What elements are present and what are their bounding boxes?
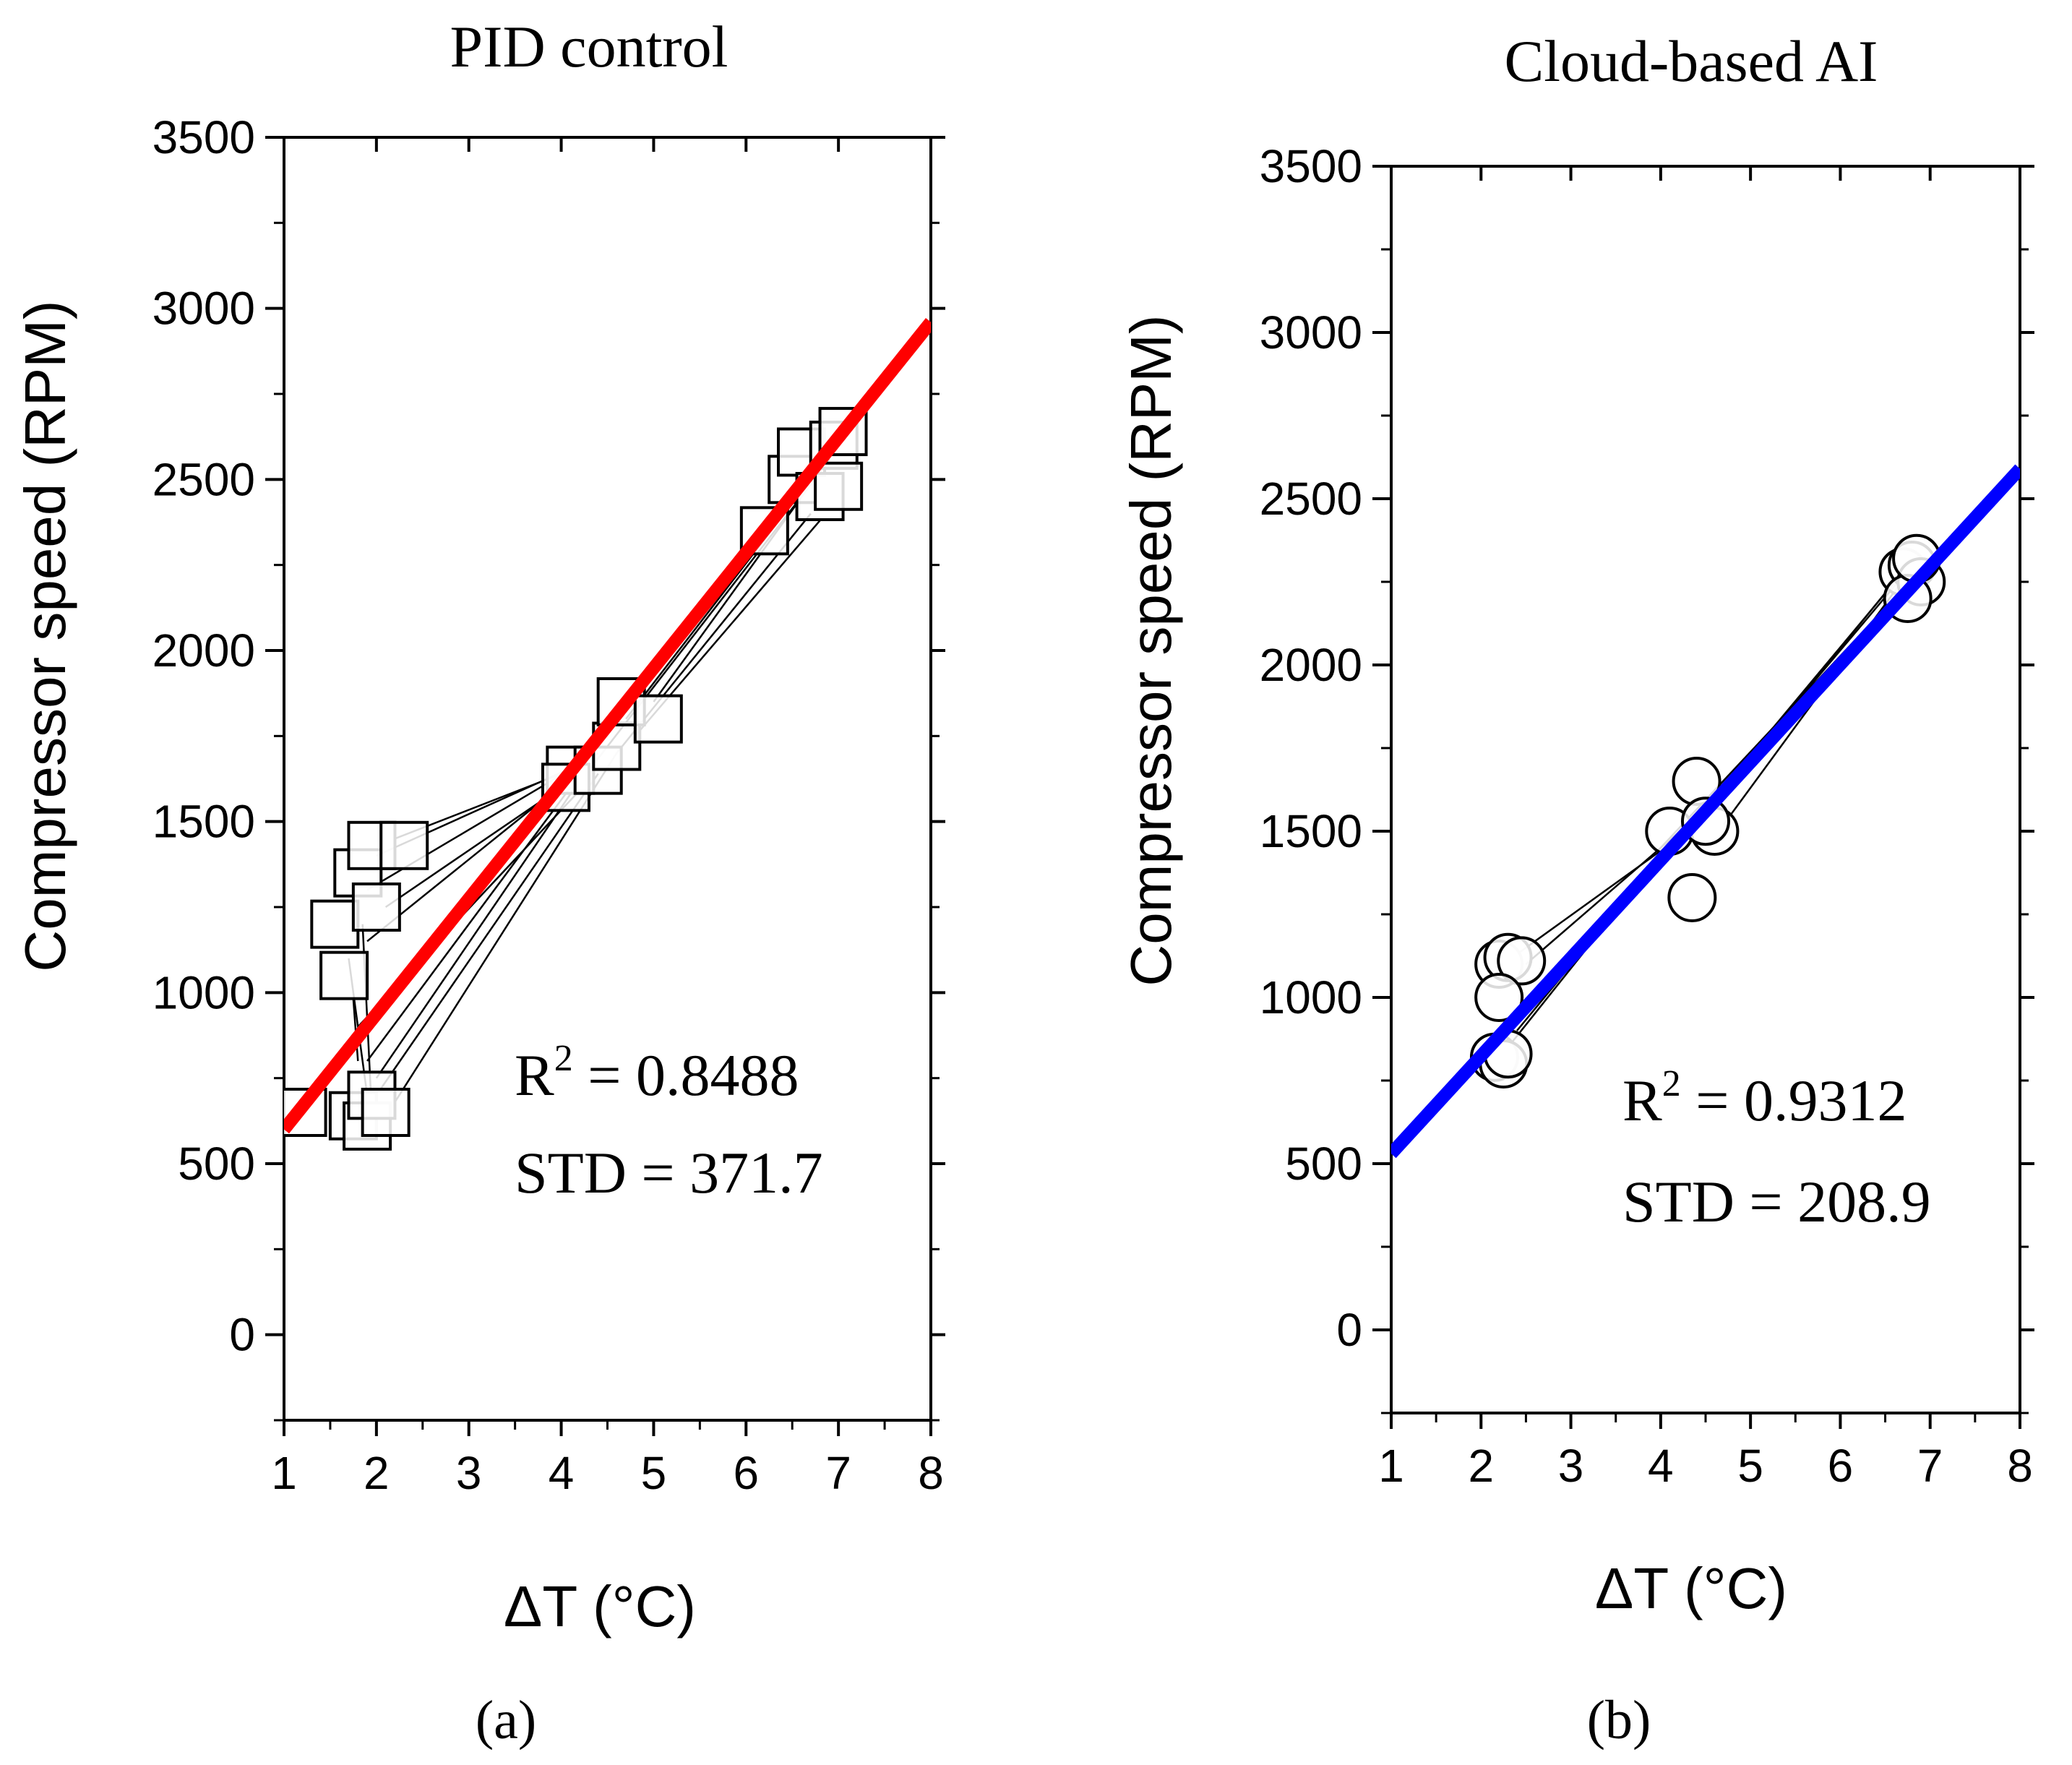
chart-title: Cloud-based AI bbox=[1505, 28, 1878, 94]
r2-annotation: R2 = 0.8488 bbox=[515, 1038, 799, 1108]
y-tick-label: 0 bbox=[1336, 1304, 1362, 1356]
data-point bbox=[1667, 873, 1717, 922]
data-point bbox=[319, 950, 369, 1000]
x-axis-label: ΔT (°C) bbox=[504, 1574, 696, 1639]
y-tick-label: 0 bbox=[229, 1309, 255, 1361]
fit-line bbox=[1391, 464, 2020, 1159]
data-point bbox=[814, 461, 864, 511]
y-tick-label: 1500 bbox=[1260, 805, 1362, 857]
panel-label: (b) bbox=[1587, 1690, 1651, 1751]
data-point bbox=[310, 899, 360, 949]
r2-value: = 0.9312 bbox=[1681, 1068, 1907, 1133]
y-axis-label: Compressor speed (RPM) bbox=[1119, 314, 1183, 986]
x-tick-label: 7 bbox=[1917, 1440, 1943, 1492]
x-tick-label: 4 bbox=[1648, 1440, 1674, 1492]
data-point bbox=[1474, 973, 1524, 1022]
x-tick-label: 2 bbox=[364, 1447, 390, 1499]
x-tick-label: 7 bbox=[825, 1447, 851, 1499]
x-tick-label: 2 bbox=[1468, 1440, 1494, 1492]
panel-label: (a) bbox=[476, 1690, 536, 1751]
data-point bbox=[379, 820, 429, 870]
x-tick-label: 5 bbox=[641, 1447, 667, 1499]
y-axis-label: Compressor speed (RPM) bbox=[13, 300, 77, 971]
y-tick-label: 1500 bbox=[152, 796, 255, 848]
r2-symbol: R bbox=[515, 1042, 554, 1108]
y-tick-label: 1000 bbox=[152, 966, 255, 1018]
y-tick-label: 500 bbox=[1285, 1138, 1362, 1190]
y-tick-label: 3000 bbox=[1260, 306, 1362, 358]
data-point bbox=[1497, 936, 1547, 986]
x-tick-label: 3 bbox=[456, 1447, 482, 1499]
chart-panel-a: PID control 1 2 3 4 5 6 7 8 0 500 1000 1500 2000 2500 3… bbox=[13, 14, 945, 1751]
r2-superscript: 2 bbox=[1662, 1063, 1681, 1104]
y-tick-label: 500 bbox=[178, 1138, 255, 1190]
r2-value: = 0.8488 bbox=[573, 1042, 799, 1108]
y-tick-label: 3000 bbox=[152, 283, 255, 335]
x-tick-label: 4 bbox=[549, 1447, 575, 1499]
x-tick-label: 3 bbox=[1558, 1440, 1584, 1492]
trajectory-line bbox=[366, 786, 572, 1062]
fit-line bbox=[284, 317, 931, 1134]
trajectory-line bbox=[384, 786, 562, 909]
y-tick-label: 2000 bbox=[1260, 639, 1362, 691]
std-annotation: STD = 371.7 bbox=[515, 1140, 823, 1206]
std-annotation: STD = 208.9 bbox=[1622, 1169, 1931, 1234]
x-tick-label: 5 bbox=[1737, 1440, 1763, 1492]
data-point bbox=[351, 882, 401, 932]
y-tick-label: 1000 bbox=[1260, 971, 1362, 1023]
trajectory-line bbox=[1516, 837, 1680, 955]
r2-annotation: R2 = 0.9312 bbox=[1622, 1063, 1907, 1133]
x-tick-label: 8 bbox=[2007, 1440, 2033, 1492]
y-tick-label: 2500 bbox=[152, 453, 255, 505]
plot-content bbox=[284, 317, 931, 1151]
chart-title: PID control bbox=[450, 14, 728, 80]
y-tick-label: 2500 bbox=[1260, 473, 1362, 525]
x-axis-label: ΔT (°C) bbox=[1595, 1556, 1787, 1620]
y-tick-label: 3500 bbox=[152, 111, 255, 163]
data-point bbox=[633, 694, 683, 744]
x-tick-label: 8 bbox=[918, 1447, 944, 1499]
trajectory-line bbox=[380, 773, 599, 1089]
trajectory-line bbox=[375, 780, 581, 1079]
data-point bbox=[361, 1088, 410, 1137]
r2-symbol: R bbox=[1622, 1068, 1662, 1133]
x-tick-label: 6 bbox=[733, 1447, 759, 1499]
r2-superscript: 2 bbox=[554, 1038, 573, 1079]
x-tick-label: 6 bbox=[1828, 1440, 1854, 1492]
chart-panel-b: Cloud-based AI 1 2 3 4 5 6 7 8 0 500 1000 1500 2000 25… bbox=[1119, 28, 2034, 1751]
x-tick-label: 1 bbox=[1378, 1440, 1404, 1492]
y-tick-label: 2000 bbox=[152, 624, 255, 677]
x-tick-label: 1 bbox=[271, 1447, 297, 1499]
y-tick-label: 3500 bbox=[1260, 140, 1362, 192]
plot-content bbox=[1391, 464, 2020, 1159]
